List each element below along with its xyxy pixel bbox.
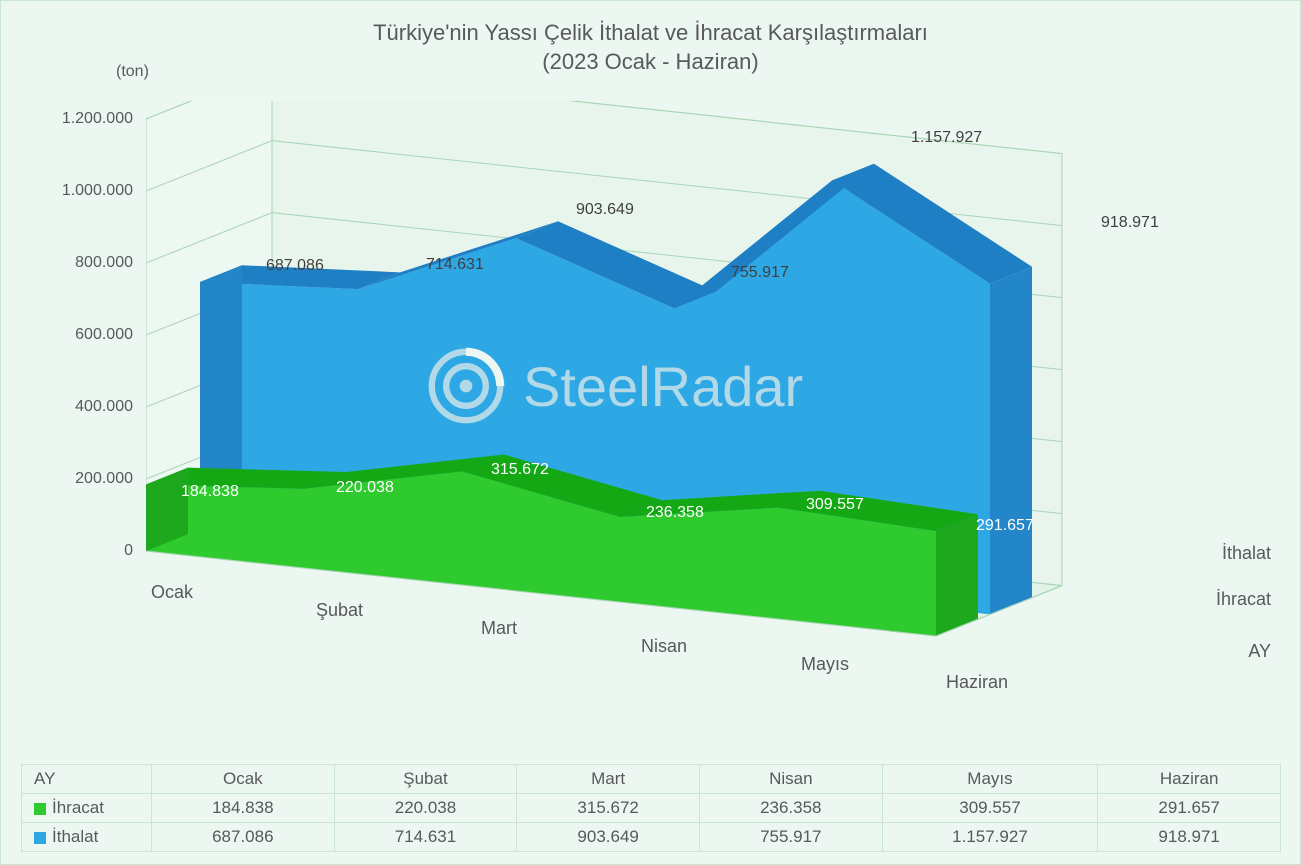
data-table: AY Ocak Şubat Mart Nisan Mayıs Haziran İ… (21, 764, 1281, 852)
ithalat-label-0: 687.086 (266, 257, 324, 275)
x-cat-0: Ocak (151, 582, 193, 603)
ithalat-label-1: 714.631 (426, 256, 484, 274)
y-tick-3: 600.000 (75, 326, 133, 344)
table-header-row: AY Ocak Şubat Mart Nisan Mayıs Haziran (22, 765, 1281, 794)
legend-swatch-ihracat (34, 803, 46, 815)
legend-swatch-ithalat (34, 832, 46, 844)
table-col-2: Mart (517, 765, 700, 794)
ithalat-label-3: 755.917 (731, 264, 789, 282)
ihracat-label-4: 309.557 (806, 496, 864, 514)
table-cell: 903.649 (517, 823, 700, 852)
x-cat-1: Şubat (316, 600, 363, 621)
table-col-5: Haziran (1098, 765, 1281, 794)
chart-title: Türkiye'nin Yassı Çelik İthalat ve İhrac… (1, 1, 1300, 76)
table-row: İhracat 184.838 220.038 315.672 236.358 … (22, 794, 1281, 823)
table-cell: 687.086 (152, 823, 335, 852)
y-tick-4: 800.000 (75, 254, 133, 272)
y-axis-unit: (ton) (116, 63, 149, 81)
x-cat-2: Mart (481, 618, 517, 639)
table-cell: 315.672 (517, 794, 700, 823)
ithalat-label-4: 1.157.927 (911, 129, 982, 147)
table-cell: 1.157.927 (882, 823, 1098, 852)
table-cell: 236.358 (699, 794, 882, 823)
y-tick-5: 1.000.000 (62, 182, 133, 200)
table-cell: 291.657 (1098, 794, 1281, 823)
chart-title-line1: Türkiye'nin Yassı Çelik İthalat ve İhrac… (373, 20, 928, 45)
table-header-label: AY (22, 765, 152, 794)
table-cell: 714.631 (334, 823, 517, 852)
table-row-name-1: İthalat (22, 823, 152, 852)
table-row: İthalat 687.086 714.631 903.649 755.917 … (22, 823, 1281, 852)
table-cell: 220.038 (334, 794, 517, 823)
ihracat-label-1: 220.038 (336, 479, 394, 497)
y-tick-2: 400.000 (75, 398, 133, 416)
y-tick-6: 1.200.000 (62, 110, 133, 128)
ihracat-label-2: 315.672 (491, 461, 549, 479)
chart-title-line2: (2023 Ocak - Haziran) (542, 49, 758, 74)
table-cell: 918.971 (1098, 823, 1281, 852)
z-label-0: İhracat (1216, 589, 1271, 610)
y-tick-1: 200.000 (75, 470, 133, 488)
y-tick-0: 0 (124, 542, 133, 560)
ihracat-label-3: 236.358 (646, 504, 704, 522)
x-cat-4: Mayıs (801, 654, 849, 675)
table-col-0: Ocak (152, 765, 335, 794)
x-cat-3: Nisan (641, 636, 687, 657)
table-cell: 309.557 (882, 794, 1098, 823)
ithalat-label-5: 918.971 (1101, 214, 1159, 232)
chart-area: 0 200.000 400.000 600.000 800.000 1.000.… (41, 91, 1261, 721)
table-col-3: Nisan (699, 765, 882, 794)
z-label-1: İthalat (1222, 543, 1271, 564)
plot-3d (146, 101, 1166, 661)
table-col-1: Şubat (334, 765, 517, 794)
ihracat-label-5: 291.657 (976, 517, 1034, 535)
table-cell: 755.917 (699, 823, 882, 852)
table-row-name-0: İhracat (22, 794, 152, 823)
ihracat-label-0: 184.838 (181, 483, 239, 501)
x-axis-title: AY (1248, 641, 1271, 662)
table-cell: 184.838 (152, 794, 335, 823)
table-col-4: Mayıs (882, 765, 1098, 794)
chart-svg (146, 101, 1226, 711)
x-cat-5: Haziran (946, 672, 1008, 693)
ithalat-label-2: 903.649 (576, 201, 634, 219)
